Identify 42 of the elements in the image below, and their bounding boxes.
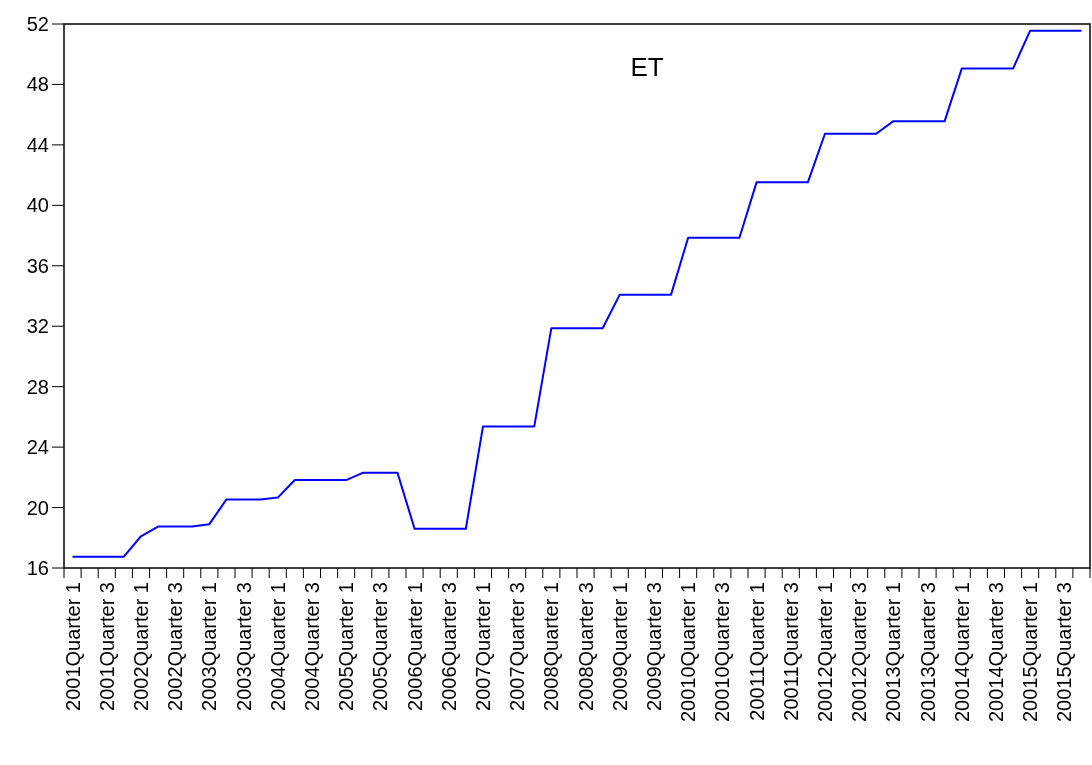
x-tick-label: 20013Quarter 1 bbox=[882, 582, 905, 723]
x-tick-label: 20010Quarter 1 bbox=[677, 582, 700, 723]
x-tick-label: 20011Quarter 3 bbox=[779, 582, 802, 721]
x-tick-label: 2007Quarter 1 bbox=[471, 582, 494, 711]
x-tick-label: 2009Quarter 3 bbox=[642, 582, 665, 711]
y-tick-label: 32 bbox=[26, 315, 49, 338]
line-series bbox=[71, 29, 1083, 558]
y-tick-label: 16 bbox=[26, 557, 49, 579]
x-tick-label: 2003Quarter 1 bbox=[198, 582, 221, 711]
y-tick-label: 20 bbox=[26, 496, 49, 519]
x-tick-label: 20012Quarter 3 bbox=[848, 582, 871, 723]
x-tick-label: 2008Quarter 1 bbox=[540, 582, 563, 711]
x-tick-label: 2006Quarter 3 bbox=[437, 582, 460, 711]
y-tick-label: 48 bbox=[26, 73, 49, 96]
x-tick-label: 2007Quarter 3 bbox=[506, 582, 529, 711]
y-tick-label: 36 bbox=[26, 254, 49, 277]
x-tick-label: 2002Quarter 1 bbox=[129, 582, 152, 711]
x-tick-label: 2003Quarter 3 bbox=[232, 582, 255, 711]
x-tick-label: 20015Quarter 3 bbox=[1053, 582, 1076, 723]
x-tick-label: 2009Quarter 1 bbox=[608, 582, 631, 711]
x-tick-label: 2004Quarter 3 bbox=[300, 582, 323, 711]
x-tick-label: 2001Quarter 1 bbox=[61, 582, 84, 711]
text: ET bbox=[630, 52, 664, 82]
x-tick-label: 20011Quarter 1 bbox=[745, 582, 768, 721]
x-tick-label: 2006Quarter 1 bbox=[403, 582, 426, 711]
x-tick-label: 20014Quarter 1 bbox=[950, 582, 973, 723]
x-tick-label: 2004Quarter 1 bbox=[266, 582, 289, 711]
x-tick-label: 20013Quarter 3 bbox=[916, 582, 939, 723]
x-tick-label: 2005Quarter 3 bbox=[369, 582, 392, 711]
y-tick-label: 24 bbox=[26, 436, 49, 459]
x-tick-label: 2008Quarter 3 bbox=[574, 582, 597, 711]
x-tick-label: 20012Quarter 1 bbox=[813, 582, 836, 723]
x-tick-label: 20014Quarter 3 bbox=[984, 582, 1007, 723]
y-tick-label: 52 bbox=[26, 13, 49, 35]
x-tick-label: 2001Quarter 3 bbox=[95, 582, 118, 711]
y-tick-label: 28 bbox=[26, 375, 49, 398]
x-tick-label: 20010Quarter 3 bbox=[711, 582, 734, 723]
x-tick-label: 2005Quarter 1 bbox=[335, 582, 358, 711]
x-tick-label: 20015Quarter 1 bbox=[1019, 582, 1042, 723]
x-tick-label: 2002Quarter 3 bbox=[164, 582, 187, 711]
y-tick-label: 44 bbox=[26, 133, 49, 156]
y-tick-label: 40 bbox=[26, 194, 49, 217]
